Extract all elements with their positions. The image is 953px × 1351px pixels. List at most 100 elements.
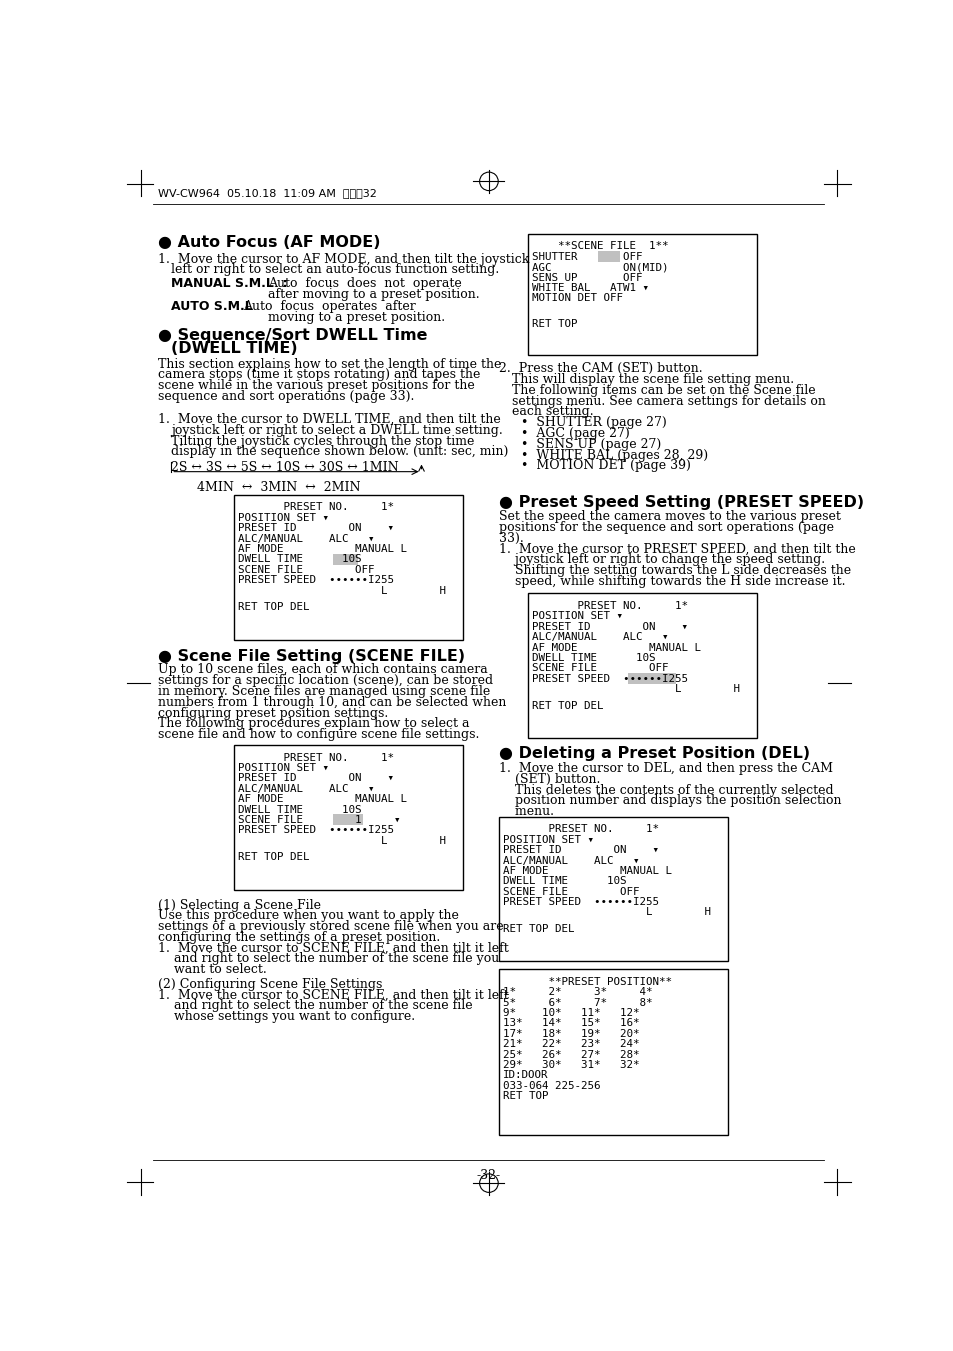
Text: settings of a previously stored scene file when you are: settings of a previously stored scene fi… — [158, 920, 503, 932]
Text: AF MODE           MANUAL L: AF MODE MANUAL L — [532, 643, 700, 653]
Text: RET TOP: RET TOP — [502, 1092, 548, 1101]
Text: **SCENE FILE  1**: **SCENE FILE 1** — [532, 242, 668, 251]
Text: PRESET ID        ON    ▾: PRESET ID ON ▾ — [237, 774, 394, 784]
Text: PRESET NO.     1*: PRESET NO. 1* — [502, 824, 659, 835]
Text: ALC/MANUAL    ALC   ▾: ALC/MANUAL ALC ▾ — [237, 784, 374, 794]
Text: MOTION DET OFF: MOTION DET OFF — [532, 293, 622, 304]
Text: L        H: L H — [532, 684, 740, 694]
Text: POSITION SET ▾: POSITION SET ▾ — [502, 835, 594, 844]
Text: ● Auto Focus (AF MODE): ● Auto Focus (AF MODE) — [158, 235, 380, 250]
Bar — [233, 744, 462, 890]
Text: 25*   26*   27*   28*: 25* 26* 27* 28* — [502, 1050, 639, 1059]
Text: whose settings you want to configure.: whose settings you want to configure. — [158, 1011, 415, 1023]
Text: PRESET ID        ON    ▾: PRESET ID ON ▾ — [502, 846, 659, 855]
Text: The following items can be set on the Scene file: The following items can be set on the Sc… — [512, 384, 815, 397]
Text: 5*     6*     7*     8*: 5* 6* 7* 8* — [502, 997, 652, 1008]
Text: DWELL TIME      10S: DWELL TIME 10S — [237, 554, 361, 565]
Text: •  SHUTTER (page 27): • SHUTTER (page 27) — [520, 416, 666, 430]
Text: AUTO S.M.L: AUTO S.M.L — [171, 300, 253, 313]
Text: (2) Configuring Scene File Settings: (2) Configuring Scene File Settings — [158, 978, 382, 992]
Bar — [333, 554, 357, 565]
Text: (1) Selecting a Scene File: (1) Selecting a Scene File — [158, 898, 320, 912]
Bar — [498, 816, 727, 962]
Text: menu.: menu. — [498, 805, 554, 819]
Text: settings for a specific location (scene), can be stored: settings for a specific location (scene)… — [158, 674, 493, 688]
Text: 1.  Move the cursor to DWELL TIME, and then tilt the: 1. Move the cursor to DWELL TIME, and th… — [158, 413, 500, 426]
Bar — [627, 673, 675, 684]
Text: ● Deleting a Preset Position (DEL): ● Deleting a Preset Position (DEL) — [498, 746, 809, 761]
Bar — [233, 494, 462, 639]
Text: configuring preset position settings.: configuring preset position settings. — [158, 707, 388, 720]
Text: 2.  Press the CAM (SET) button.: 2. Press the CAM (SET) button. — [498, 362, 702, 376]
Text: L        H: L H — [502, 908, 710, 917]
Text: This deletes the contents of the currently selected: This deletes the contents of the current… — [498, 784, 833, 797]
Text: PRESET SPEED  ••••••I255: PRESET SPEED ••••••I255 — [237, 576, 394, 585]
Text: 1.  Move the cursor to DEL, and then press the CAM: 1. Move the cursor to DEL, and then pres… — [498, 762, 832, 775]
Text: Set the speed the camera moves to the various preset: Set the speed the camera moves to the va… — [498, 511, 840, 523]
Text: (DWELL TIME): (DWELL TIME) — [171, 340, 297, 355]
Text: POSITION SET ▾: POSITION SET ▾ — [237, 513, 329, 523]
Bar — [598, 251, 619, 262]
Text: position number and displays the position selection: position number and displays the positio… — [498, 794, 841, 808]
Text: RET TOP: RET TOP — [532, 319, 578, 330]
Text: 1.  Move the cursor to AF MODE, and then tilt the joystick: 1. Move the cursor to AF MODE, and then … — [158, 253, 529, 266]
Text: AF MODE           MANUAL L: AF MODE MANUAL L — [237, 544, 406, 554]
Text: Auto  focus  does  not  operate: Auto focus does not operate — [268, 277, 461, 290]
Text: positions for the sequence and sort operations (page: positions for the sequence and sort oper… — [498, 521, 833, 534]
Text: 33).: 33). — [498, 532, 523, 544]
Text: POSITION SET ▾: POSITION SET ▾ — [532, 612, 622, 621]
Text: •  SENS UP (page 27): • SENS UP (page 27) — [520, 438, 660, 451]
Text: **PRESET POSITION**: **PRESET POSITION** — [502, 977, 671, 986]
Text: •  WHITE BAL (pages 28, 29): • WHITE BAL (pages 28, 29) — [520, 449, 707, 462]
Text: after moving to a preset position.: after moving to a preset position. — [268, 288, 479, 301]
Text: SCENE FILE        OFF: SCENE FILE OFF — [532, 663, 668, 673]
Text: AGC           ON(MID): AGC ON(MID) — [532, 262, 668, 272]
Text: Shifting the setting towards the L side decreases the: Shifting the setting towards the L side … — [498, 565, 850, 577]
Text: The following procedures explain how to select a: The following procedures explain how to … — [158, 717, 469, 731]
Text: PRESET ID        ON    ▾: PRESET ID ON ▾ — [532, 621, 688, 632]
Text: moving to a preset position.: moving to a preset position. — [268, 311, 445, 324]
Text: AF MODE           MANUAL L: AF MODE MANUAL L — [502, 866, 671, 875]
Text: joystick left or right to select a DWELL time setting.: joystick left or right to select a DWELL… — [171, 424, 502, 436]
Text: and right to select the number of the scene file: and right to select the number of the sc… — [158, 1000, 472, 1012]
Text: scene file and how to configure scene file settings.: scene file and how to configure scene fi… — [158, 728, 478, 742]
Text: MANUAL S.M.L  :: MANUAL S.M.L : — [171, 277, 288, 290]
Text: SCENE FILE        OFF: SCENE FILE OFF — [237, 565, 374, 574]
Text: (SET) button.: (SET) button. — [498, 773, 599, 786]
Text: This section explains how to set the length of time the: This section explains how to set the len… — [158, 358, 501, 370]
Text: Up to 10 scene files, each of which contains camera: Up to 10 scene files, each of which cont… — [158, 663, 487, 677]
Text: PRESET SPEED  ••••••I255: PRESET SPEED ••••••I255 — [532, 674, 688, 684]
Bar — [528, 234, 757, 355]
Text: left or right to select an auto-focus function setting.: left or right to select an auto-focus fu… — [171, 263, 499, 276]
Text: 2S ↔ 3S ↔ 5S ↔ 10S ↔ 30S ↔ 1MIN: 2S ↔ 3S ↔ 5S ↔ 10S ↔ 30S ↔ 1MIN — [171, 461, 398, 474]
Text: 9*    10*   11*   12*: 9* 10* 11* 12* — [502, 1008, 639, 1017]
Text: This will display the scene file setting menu.: This will display the scene file setting… — [512, 373, 794, 386]
Text: and right to select the number of the scene file you: and right to select the number of the sc… — [158, 952, 498, 965]
Text: DWELL TIME      10S: DWELL TIME 10S — [237, 805, 361, 815]
Text: ID:DOOR: ID:DOOR — [502, 1070, 548, 1081]
Text: SHUTTER       OFF: SHUTTER OFF — [532, 251, 642, 262]
Text: RET TOP DEL: RET TOP DEL — [237, 852, 309, 862]
Text: •  MOTION DET (page 39): • MOTION DET (page 39) — [520, 459, 690, 473]
Text: 21*   22*   23*   24*: 21* 22* 23* 24* — [502, 1039, 639, 1050]
Text: SENS UP       OFF: SENS UP OFF — [532, 273, 642, 282]
Text: numbers from 1 through 10, and can be selected when: numbers from 1 through 10, and can be se… — [158, 696, 506, 709]
Text: ● Scene File Setting (SCENE FILE): ● Scene File Setting (SCENE FILE) — [158, 648, 465, 663]
Text: 13*   14*   15*   16*: 13* 14* 15* 16* — [502, 1019, 639, 1028]
Text: PRESET NO.     1*: PRESET NO. 1* — [532, 601, 688, 611]
Text: 29*   30*   31*   32*: 29* 30* 31* 32* — [502, 1061, 639, 1070]
Text: in memory. Scene files are managed using scene file: in memory. Scene files are managed using… — [158, 685, 490, 698]
Text: Use this procedure when you want to apply the: Use this procedure when you want to appl… — [158, 909, 458, 921]
Text: ALC/MANUAL    ALC   ▾: ALC/MANUAL ALC ▾ — [502, 855, 639, 866]
Text: •  AGC (page 27): • AGC (page 27) — [520, 427, 629, 440]
Text: RET TOP DEL: RET TOP DEL — [502, 924, 574, 934]
Text: ● Sequence/Sort DWELL Time: ● Sequence/Sort DWELL Time — [158, 328, 427, 343]
Text: PRESET NO.     1*: PRESET NO. 1* — [237, 753, 394, 763]
Text: 1*     2*     3*     4*: 1* 2* 3* 4* — [502, 988, 652, 997]
Text: PRESET SPEED  ••••••I255: PRESET SPEED ••••••I255 — [237, 825, 394, 835]
Text: want to select.: want to select. — [158, 963, 267, 975]
Text: settings menu. See camera settings for details on: settings menu. See camera settings for d… — [512, 394, 825, 408]
Text: :: : — [235, 300, 239, 313]
Text: SCENE FILE        OFF: SCENE FILE OFF — [502, 886, 639, 897]
Text: L        H: L H — [237, 585, 445, 596]
